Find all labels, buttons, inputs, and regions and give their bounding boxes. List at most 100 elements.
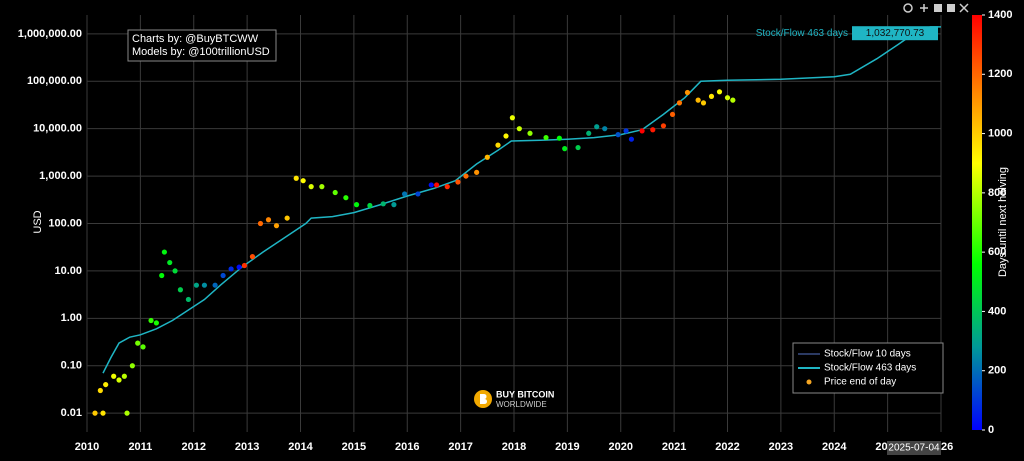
price-point [103, 381, 109, 388]
price-point [623, 128, 629, 134]
price-point [495, 142, 501, 148]
price-point [455, 179, 461, 185]
price-point [700, 100, 707, 106]
price-point [319, 184, 325, 190]
y-tick-label: 1.00 [61, 312, 82, 324]
colorbar-tick-label: 1000 [988, 127, 1012, 139]
hover-value: 1,032,770.73 [866, 28, 925, 39]
legend-label: Stock/Flow 10 days [824, 349, 911, 360]
logo-text: WORLDWIDE [496, 400, 547, 409]
y-tick-label: 1,000,000.00 [18, 28, 82, 40]
price-point [575, 144, 581, 151]
logo-glyph [480, 394, 487, 404]
price-point [121, 373, 127, 379]
price-point [509, 115, 515, 121]
y-tick-label: 100,000.00 [27, 75, 82, 87]
price-point [293, 175, 299, 181]
price-point [193, 282, 200, 288]
price-point [273, 223, 280, 229]
price-point [503, 133, 509, 139]
y-tick-label: 0.10 [61, 360, 82, 372]
price-point [708, 93, 715, 99]
sf-line [102, 26, 941, 374]
price-point [484, 154, 490, 160]
price-point [228, 266, 234, 272]
price-point [116, 377, 122, 383]
hover-box [852, 26, 938, 41]
y-axis-title: USD [32, 210, 44, 233]
x-tick-label: 2011 [128, 441, 152, 453]
price-point [676, 100, 683, 106]
price-point [241, 262, 248, 269]
price-point [428, 182, 434, 188]
credits-box [127, 29, 277, 62]
y-tick-label: 10.00 [54, 265, 82, 277]
x-tick-label: 2024 [822, 441, 847, 453]
price-point [212, 282, 218, 288]
price-point [257, 220, 264, 227]
price-point [111, 373, 117, 379]
price-point [562, 146, 568, 152]
pan-button[interactable] [920, 4, 928, 12]
hover-name: Stock/Flow 463 days [756, 28, 848, 39]
price-point [92, 410, 98, 416]
price-point [639, 128, 645, 134]
price-point [249, 254, 256, 260]
price-point [628, 136, 635, 142]
price-point [185, 296, 192, 303]
price-point [660, 123, 667, 129]
credit: Models by: @100trillionUSD [132, 46, 270, 58]
price-point [669, 111, 676, 118]
y-tick-label: 0.01 [61, 407, 82, 419]
zoom-button[interactable] [903, 3, 913, 13]
price-point [167, 259, 173, 266]
price-point [153, 320, 159, 326]
x-tick-label: 2012 [182, 441, 206, 453]
zoom-in-button[interactable] [934, 4, 942, 12]
x-tick-label: 2019 [555, 441, 579, 453]
legend-symbol [806, 379, 812, 385]
hover-x-box [887, 441, 941, 455]
zoom-out-button[interactable] [947, 4, 955, 12]
price-point [391, 202, 397, 208]
y-tick-label: 1,000.00 [39, 170, 82, 182]
x-tick-label: 2016 [395, 441, 419, 453]
price-point [159, 272, 165, 279]
price-point [100, 410, 106, 416]
price-point [135, 340, 141, 346]
price-point [527, 130, 533, 136]
price-point [161, 249, 167, 255]
price-point [474, 169, 480, 175]
colorbar-tick-label: 0 [988, 424, 994, 436]
autoscale-button[interactable] [959, 3, 969, 13]
colorbar-tick-label: 800 [988, 187, 1006, 199]
colorbar-tick-label: 600 [988, 246, 1006, 258]
x-tick-label: 2010 [75, 441, 99, 453]
price-point [129, 363, 135, 369]
price-point [434, 182, 440, 188]
x-tick-label: 2014 [288, 441, 313, 453]
price-point [172, 268, 178, 274]
price-point [556, 135, 562, 141]
price-point [300, 178, 306, 184]
y-tick-label: 10,000.00 [33, 123, 82, 135]
price-point [724, 95, 731, 101]
price-point [97, 387, 103, 394]
hover-x: 2025-07-04 [888, 443, 940, 454]
colorbar [972, 15, 982, 430]
price-point [716, 89, 723, 95]
colorbar-tick-label: 200 [988, 365, 1006, 377]
price-point [308, 184, 314, 190]
toolbar[interactable] [903, 3, 969, 13]
price-point [463, 173, 469, 179]
price-point [148, 317, 154, 324]
price-point [615, 132, 621, 138]
x-tick-label: 2021 [662, 441, 686, 453]
x-tick-label: 2018 [502, 441, 526, 453]
price-point [177, 287, 184, 293]
price-point [650, 127, 656, 133]
price-point [684, 89, 691, 96]
price-point [695, 97, 701, 103]
price-point [140, 344, 146, 350]
